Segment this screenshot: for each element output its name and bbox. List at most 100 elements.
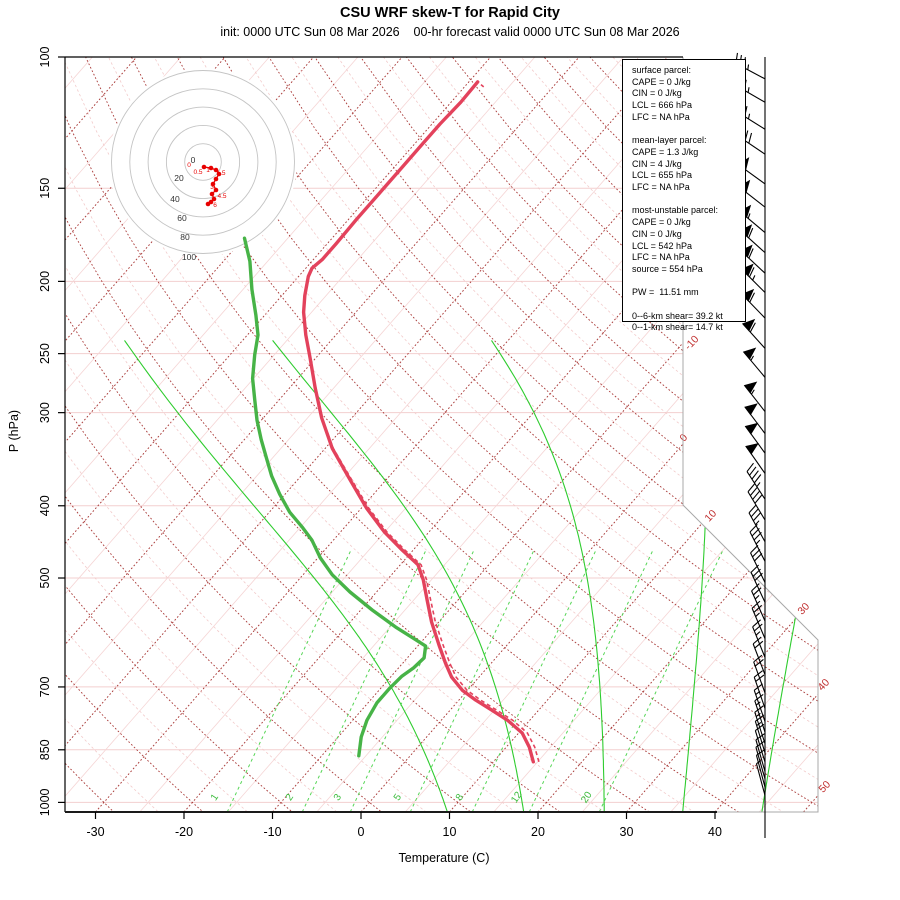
wind-barb bbox=[746, 462, 766, 500]
x-axis-label: Temperature (C) bbox=[398, 851, 490, 865]
parcel-info-line: 0--1-km shear= 14.7 kt bbox=[632, 322, 723, 333]
svg-text:1: 1 bbox=[209, 792, 221, 803]
parcel-info-line: LCL = 542 hPa bbox=[632, 240, 692, 251]
parcel-info-line: 0--6-km shear= 39.2 kt bbox=[632, 310, 723, 321]
svg-text:2: 2 bbox=[284, 792, 296, 803]
parcel-info-line: most-unstable parcel: bbox=[632, 205, 719, 216]
hodograph-ring-label: 40 bbox=[170, 194, 180, 204]
hodograph-background-disc bbox=[109, 68, 297, 256]
y-axis-label: P (hPa) bbox=[7, 409, 21, 453]
svg-text:10: 10 bbox=[443, 825, 457, 839]
parcel-info-line: CIN = 4 J/kg bbox=[632, 158, 682, 169]
hodograph-ring-label: 0 bbox=[191, 155, 196, 165]
mixing-ratio-labels: 1 2 3 5 8 12 20 bbox=[209, 790, 595, 806]
wind-barb bbox=[752, 619, 766, 658]
wind-barb bbox=[755, 760, 766, 796]
hodograph-ring-label: 20 bbox=[174, 173, 184, 183]
mixing-ratio-lines bbox=[226, 549, 724, 812]
wind-barb bbox=[750, 564, 766, 603]
isobar-lines bbox=[65, 187, 818, 803]
hodograph-height-label: 4.5 bbox=[217, 193, 226, 200]
svg-text:1000: 1000 bbox=[38, 788, 52, 816]
parcel-info-line: CAPE = 0 J/kg bbox=[632, 76, 691, 87]
parcel-info-line: LCL = 655 hPa bbox=[632, 170, 692, 181]
hodograph-trace-point bbox=[201, 164, 207, 170]
parcel-info-line: mean-layer parcel: bbox=[632, 135, 707, 146]
svg-text:0: 0 bbox=[358, 825, 365, 839]
svg-text:150: 150 bbox=[38, 178, 52, 199]
svg-text:50: 50 bbox=[816, 778, 833, 795]
svg-text:500: 500 bbox=[38, 568, 52, 589]
wind-barb bbox=[753, 683, 766, 722]
svg-text:30: 30 bbox=[795, 600, 812, 617]
wind-barb bbox=[744, 403, 766, 434]
wind-barb bbox=[748, 504, 766, 543]
parcel-info-line bbox=[632, 194, 745, 206]
hodograph-trace-point bbox=[213, 187, 219, 193]
svg-text:-30: -30 bbox=[86, 825, 104, 839]
hodograph-ring bbox=[147, 106, 259, 218]
hodograph-trace-point bbox=[209, 191, 215, 197]
parcel-info-line bbox=[632, 124, 745, 136]
hodograph-trace-point bbox=[211, 196, 217, 202]
svg-text:100: 100 bbox=[38, 47, 52, 68]
parcel-info-line: source = 554 hPa bbox=[632, 263, 703, 274]
wind-barb bbox=[747, 483, 766, 521]
parcel-info-line: LFC = NA hPa bbox=[632, 252, 690, 263]
wind-barb bbox=[754, 693, 766, 733]
hodograph-height-label: 3 bbox=[210, 184, 214, 191]
wind-barb bbox=[744, 422, 766, 454]
wind-barb bbox=[751, 600, 766, 639]
parcel-info-line: LFC = NA hPa bbox=[632, 111, 690, 122]
wind-barb bbox=[755, 733, 766, 772]
svg-text:700: 700 bbox=[38, 676, 52, 697]
svg-text:-10: -10 bbox=[682, 333, 701, 352]
wind-barb-column bbox=[735, 52, 766, 838]
svg-text:-20: -20 bbox=[175, 825, 193, 839]
parcel-info-line: CIN = 0 J/kg bbox=[632, 88, 682, 99]
svg-text:10: 10 bbox=[702, 507, 719, 524]
wind-barb bbox=[741, 318, 766, 349]
wind-barb bbox=[755, 748, 766, 788]
hodograph-ring bbox=[111, 70, 295, 254]
wind-barb bbox=[754, 723, 766, 763]
hodograph-trace-point bbox=[210, 181, 216, 187]
wind-barb bbox=[754, 705, 766, 744]
wind-barb bbox=[750, 544, 766, 583]
svg-text:20: 20 bbox=[531, 825, 545, 839]
hodograph-ring-label: 100 bbox=[182, 252, 196, 262]
parcel-info-line: CAPE = 1.3 J/kg bbox=[632, 146, 699, 157]
svg-text:20: 20 bbox=[579, 790, 595, 806]
x-axis-ticks: -30 -20 -10 0 10 20 30 40 bbox=[86, 812, 722, 839]
parcel-info-line: CIN = 0 J/kg bbox=[632, 228, 682, 239]
wind-barb bbox=[751, 583, 766, 622]
hodograph-height-label: 0 bbox=[187, 162, 191, 169]
svg-text:250: 250 bbox=[38, 343, 52, 364]
parcel-info-line: LCL = 666 hPa bbox=[632, 100, 692, 111]
dewpoint-curve bbox=[242, 236, 428, 758]
hodograph-trace-point bbox=[216, 171, 222, 177]
hodograph-ring-label: 80 bbox=[180, 232, 190, 242]
hodograph-trace-point bbox=[213, 167, 219, 173]
parcel-info-box: surface parcel: CAPE = 0 J/kg CIN = 0 J/kg… bbox=[622, 59, 746, 332]
parcel-info-line: LFC = NA hPa bbox=[632, 182, 690, 193]
hodograph-height-label: 1.5 bbox=[216, 170, 225, 177]
wind-barb bbox=[755, 740, 766, 780]
svg-text:0: 0 bbox=[677, 432, 690, 445]
parcel-info-line: CAPE = 0 J/kg bbox=[632, 217, 691, 228]
parcel-info-line bbox=[632, 276, 745, 288]
y-axis-ticks: 100 150 200 250 300 400 500 700 850 1000 bbox=[38, 47, 65, 816]
svg-text:200: 200 bbox=[38, 271, 52, 292]
wind-barb bbox=[742, 347, 766, 378]
page-title: CSU WRF skew-T for Rapid City bbox=[340, 5, 560, 21]
hodograph-height-label: 6 bbox=[213, 202, 217, 209]
svg-text:3: 3 bbox=[332, 792, 344, 803]
svg-text:300: 300 bbox=[38, 402, 52, 423]
hodograph-ring bbox=[184, 143, 222, 181]
hodograph-ring bbox=[129, 88, 277, 236]
wind-barb bbox=[745, 442, 766, 474]
svg-text:400: 400 bbox=[38, 495, 52, 516]
